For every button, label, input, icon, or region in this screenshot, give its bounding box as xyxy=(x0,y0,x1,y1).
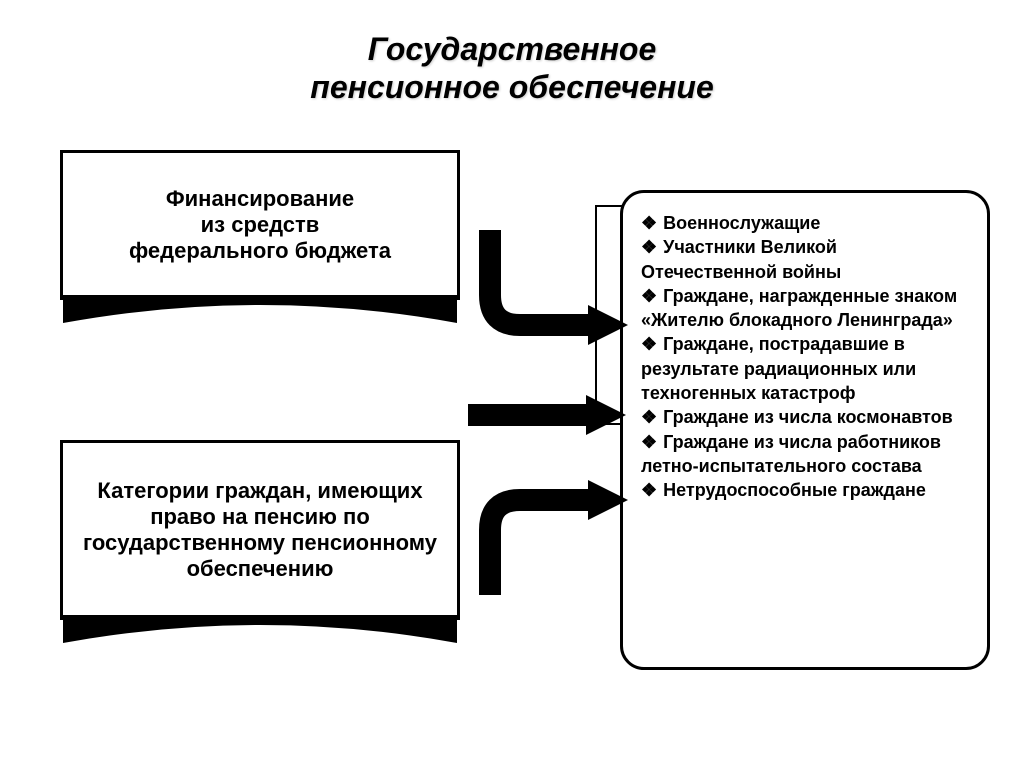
list-item: Граждане из числа работников летно-испыт… xyxy=(641,430,969,479)
box-financing-l1: Финансирование xyxy=(71,186,449,212)
box-categories-l3: государственному пенсионному xyxy=(71,530,449,556)
arrow-bottom xyxy=(470,445,630,595)
box-categories: Категории граждан, имеющих право на пенс… xyxy=(60,440,460,620)
list-item: Участники Великой Отечественной войны xyxy=(641,235,969,284)
box-categories-l4: обеспечению xyxy=(71,556,449,582)
box-financing: Финансирование из средств федерального б… xyxy=(60,150,460,300)
box-shadow-deco xyxy=(63,295,457,335)
title-line-2: пенсионное обеспечение xyxy=(310,69,713,105)
diagram-title: Государственное пенсионное обеспечение xyxy=(0,0,1024,107)
recipients-list: Военнослужащие Участники Великой Отечест… xyxy=(641,211,969,503)
box-shadow-deco xyxy=(63,615,457,655)
list-item: Граждане, награжденные знаком «Жителю бл… xyxy=(641,284,969,333)
arrow-middle xyxy=(468,390,628,440)
list-item: Граждане, пострадавшие в результате ради… xyxy=(641,332,969,405)
box-recipients: Военнослужащие Участники Великой Отечест… xyxy=(620,190,990,670)
box-categories-l2: право на пенсию по xyxy=(71,504,449,530)
box-categories-l1: Категории граждан, имеющих xyxy=(71,478,449,504)
box-financing-l3: федерального бюджета xyxy=(71,238,449,264)
box-financing-l2: из средств xyxy=(71,212,449,238)
list-item: Граждане из числа космонавтов xyxy=(641,405,969,429)
arrow-top xyxy=(470,230,630,380)
list-item: Нетрудоспособные граждане xyxy=(641,478,969,502)
title-line-1: Государственное xyxy=(368,31,656,67)
list-item: Военнослужащие xyxy=(641,211,969,235)
